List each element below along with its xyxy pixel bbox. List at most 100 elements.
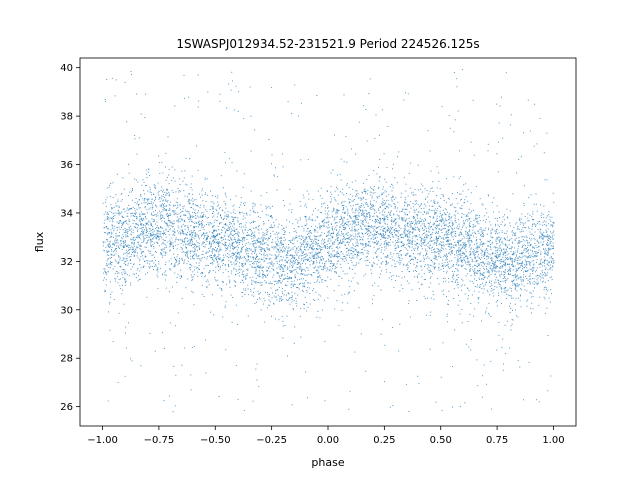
scatter-point bbox=[289, 270, 291, 272]
scatter-point bbox=[255, 261, 257, 263]
scatter-point bbox=[457, 254, 459, 256]
scatter-point bbox=[505, 245, 507, 247]
scatter-point bbox=[109, 210, 111, 212]
scatter-point bbox=[535, 271, 536, 273]
scatter-point bbox=[423, 221, 425, 223]
scatter-point bbox=[378, 167, 379, 169]
scatter-point bbox=[424, 244, 426, 246]
scatter-point bbox=[363, 197, 365, 199]
scatter-point bbox=[484, 262, 486, 264]
scatter-point bbox=[155, 251, 157, 253]
scatter-point bbox=[242, 218, 244, 220]
scatter-point bbox=[256, 257, 257, 259]
scatter-point bbox=[132, 248, 134, 250]
scatter-point bbox=[388, 235, 390, 236]
scatter-point bbox=[358, 214, 360, 216]
scatter-point bbox=[461, 284, 463, 286]
scatter-point bbox=[117, 199, 119, 201]
scatter-point bbox=[492, 229, 494, 231]
scatter-point bbox=[425, 237, 427, 239]
scatter-point bbox=[474, 269, 476, 271]
scatter-point bbox=[351, 207, 353, 209]
scatter-point bbox=[314, 220, 316, 221]
scatter-point bbox=[127, 230, 129, 232]
scatter-point bbox=[366, 260, 368, 262]
scatter-point bbox=[501, 248, 503, 250]
scatter-point bbox=[231, 321, 233, 323]
scatter-point bbox=[458, 251, 459, 253]
scatter-point bbox=[275, 258, 277, 260]
scatter-point bbox=[299, 235, 301, 237]
scatter-point bbox=[541, 233, 543, 235]
scatter-point bbox=[366, 140, 368, 142]
scatter-point bbox=[218, 270, 220, 272]
scatter-point bbox=[216, 242, 218, 244]
scatter-point bbox=[163, 203, 165, 205]
scatter-point bbox=[338, 256, 340, 258]
scatter-point bbox=[431, 206, 433, 207]
scatter-point bbox=[502, 256, 504, 258]
scatter-point bbox=[524, 267, 526, 269]
scatter-point bbox=[195, 215, 197, 216]
scatter-point bbox=[473, 248, 474, 250]
scatter-point bbox=[244, 258, 246, 260]
scatter-point bbox=[449, 252, 450, 254]
scatter-point bbox=[487, 216, 489, 218]
scatter-point bbox=[166, 222, 168, 224]
scatter-point bbox=[357, 252, 359, 254]
scatter-point bbox=[290, 271, 292, 273]
scatter-point bbox=[415, 194, 417, 196]
scatter-point bbox=[194, 209, 196, 211]
scatter-point bbox=[363, 213, 365, 215]
scatter-point bbox=[297, 220, 299, 222]
scatter-point bbox=[148, 208, 150, 210]
scatter-point bbox=[502, 274, 504, 276]
scatter-point bbox=[449, 213, 451, 215]
scatter-point bbox=[459, 313, 461, 315]
scatter-point bbox=[105, 199, 107, 201]
scatter-point bbox=[158, 155, 160, 157]
scatter-point bbox=[209, 240, 211, 242]
scatter-point bbox=[246, 248, 248, 250]
scatter-point bbox=[511, 246, 513, 248]
scatter-point bbox=[277, 243, 278, 245]
scatter-point bbox=[500, 261, 502, 262]
scatter-point bbox=[412, 259, 414, 261]
scatter-point bbox=[474, 286, 476, 287]
scatter-point bbox=[411, 240, 413, 242]
scatter-point bbox=[545, 225, 547, 227]
scatter-point bbox=[501, 259, 503, 261]
scatter-point bbox=[333, 209, 335, 211]
scatter-point bbox=[465, 227, 467, 229]
scatter-point bbox=[401, 218, 403, 220]
scatter-point bbox=[366, 229, 368, 231]
scatter-point bbox=[240, 226, 242, 228]
scatter-point bbox=[509, 274, 511, 276]
scatter-point bbox=[157, 267, 159, 269]
scatter-point bbox=[410, 259, 412, 260]
scatter-point bbox=[466, 258, 468, 260]
scatter-point bbox=[222, 263, 224, 264]
scatter-point bbox=[202, 226, 204, 228]
scatter-point bbox=[461, 233, 463, 235]
scatter-point bbox=[533, 203, 535, 205]
scatter-point bbox=[266, 248, 268, 250]
scatter-point bbox=[199, 223, 201, 225]
scatter-point bbox=[236, 252, 238, 254]
scatter-point bbox=[453, 288, 455, 290]
scatter-point bbox=[169, 245, 171, 247]
scatter-point bbox=[114, 249, 116, 251]
scatter-point bbox=[390, 197, 392, 199]
scatter-point bbox=[205, 275, 206, 277]
scatter-point bbox=[236, 256, 238, 258]
scatter-point bbox=[530, 194, 532, 196]
scatter-point bbox=[426, 233, 428, 235]
scatter-point bbox=[305, 259, 307, 261]
scatter-point bbox=[420, 283, 422, 285]
scatter-point bbox=[198, 245, 200, 247]
scatter-point bbox=[223, 235, 225, 237]
scatter-point bbox=[404, 208, 406, 210]
scatter-point bbox=[207, 251, 209, 253]
scatter-point bbox=[380, 289, 382, 291]
scatter-point bbox=[267, 275, 268, 276]
